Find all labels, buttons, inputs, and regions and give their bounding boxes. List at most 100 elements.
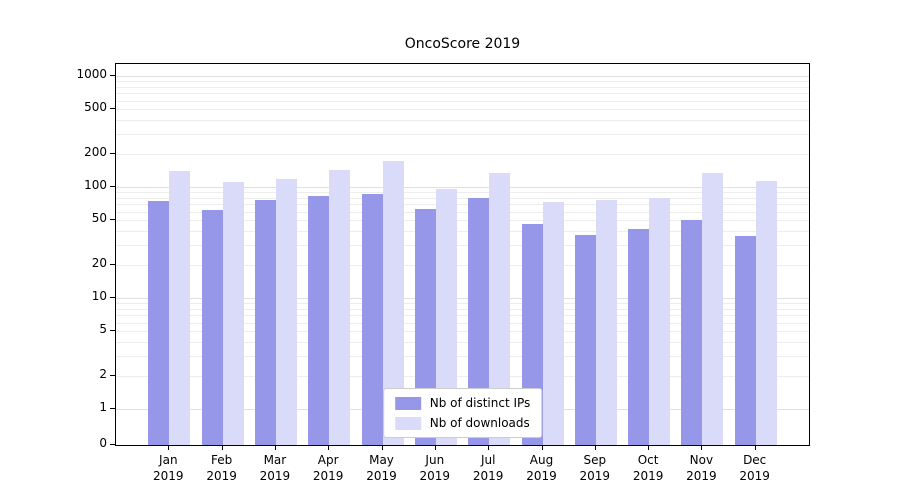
gridline (116, 308, 809, 310)
x-label-year: 2019 (206, 469, 237, 484)
y-axis-tick (110, 186, 115, 187)
x-label-month: Apr (317, 453, 339, 467)
y-axis-tick (110, 75, 115, 76)
y-axis-tick (110, 152, 115, 154)
bar-downloads (702, 172, 724, 445)
x-axis-tick (648, 446, 650, 450)
x-axis-tick (328, 446, 330, 450)
y-axis-tick-label: 0 (99, 436, 107, 450)
y-axis-tick-label: 1 (99, 400, 107, 414)
x-label-year: 2019 (419, 469, 451, 484)
bar-distinct-ips (681, 219, 703, 445)
x-axis-tick (434, 446, 436, 450)
x-axis-tick-label: Oct 2019 (618, 452, 678, 484)
y-axis-tick (110, 219, 115, 221)
x-label-year: 2019 (366, 469, 397, 484)
bar-distinct-ips (574, 234, 596, 445)
bar-downloads (169, 170, 191, 445)
y-axis-tick-label: 20 (91, 255, 107, 270)
bar-downloads (542, 201, 564, 445)
legend-swatch-downloads (394, 416, 421, 430)
x-label-month: May (369, 453, 394, 467)
x-label-year: 2019 (686, 469, 717, 484)
x-axis-tick (221, 446, 223, 450)
legend: Nb of distinct IPs Nb of downloads (382, 388, 543, 438)
gridline (116, 187, 809, 188)
x-label-year: 2019 (632, 469, 664, 484)
gridline (116, 356, 809, 357)
legend-label-downloads: Nb of downloads (429, 416, 530, 430)
y-axis-tick-label: 10 (91, 289, 107, 303)
y-axis-tick (110, 263, 115, 265)
legend-item-downloads: Nb of downloads (394, 416, 531, 430)
y-axis-tick (110, 297, 115, 298)
x-axis-tick (488, 446, 490, 450)
x-label-year: 2019 (259, 469, 291, 484)
x-label-month: Feb (210, 453, 233, 467)
x-axis-tick (274, 446, 276, 450)
bar-distinct-ips (254, 200, 276, 445)
bar-distinct-ips (628, 228, 650, 445)
gridline (116, 204, 809, 206)
gridline (116, 93, 809, 95)
x-axis-tick-label: Dec 2019 (725, 452, 785, 484)
y-axis-tick (110, 108, 115, 110)
x-axis-tick-label: Aug 2019 (512, 452, 572, 484)
x-axis-tick-label: Feb 2019 (192, 452, 252, 484)
x-label-year: 2019 (579, 469, 611, 484)
x-label-year: 2019 (472, 469, 504, 484)
gridline (116, 231, 809, 233)
x-axis-tick-label: Jun 2019 (405, 452, 465, 484)
x-axis-tick-label: Apr 2019 (298, 452, 358, 484)
y-axis-tick-label: 1000 (76, 67, 107, 81)
x-label-month: Jul (480, 453, 496, 467)
bar-distinct-ips (308, 196, 330, 445)
bar-downloads (275, 179, 297, 445)
bar-distinct-ips (414, 209, 436, 445)
x-axis-tick (754, 446, 756, 450)
x-axis-tick (381, 446, 383, 450)
gridline (116, 245, 809, 246)
bar-downloads (329, 170, 351, 445)
x-label-year: 2019 (153, 469, 184, 484)
gridline (116, 211, 809, 213)
legend-label-distinct-ips: Nb of distinct IPs (429, 396, 531, 410)
y-axis-tick (110, 330, 115, 332)
gridline (116, 100, 809, 102)
x-axis-tick-label: Sep 2019 (565, 452, 625, 484)
gridline (116, 153, 809, 155)
x-axis-tick (701, 446, 703, 450)
legend-swatch-distinct-ips (394, 396, 421, 410)
bar-distinct-ips (201, 210, 223, 445)
gridline (116, 315, 809, 317)
y-axis-tick (110, 444, 115, 445)
x-axis-tick (541, 446, 543, 450)
x-axis-tick-label: May 2019 (352, 452, 412, 484)
x-axis-tick (168, 446, 170, 450)
plot-area: Nb of distinct IPs Nb of downloads (115, 63, 810, 446)
x-label-year: 2019 (739, 469, 770, 484)
x-label-month: Dec (743, 453, 767, 467)
gridline (116, 331, 809, 333)
y-axis-tick-label: 5 (99, 322, 107, 337)
y-axis-tick-label: 2 (99, 366, 107, 381)
gridline (116, 109, 809, 111)
gridline (116, 192, 809, 194)
x-label-month: Jun (425, 453, 445, 467)
bar-distinct-ips (361, 193, 383, 445)
x-label-month: Jan (159, 453, 178, 467)
bar-downloads (755, 181, 777, 445)
gridline (116, 120, 809, 122)
gridline (116, 81, 809, 83)
x-axis-tick (594, 446, 596, 450)
bar-downloads (382, 160, 404, 445)
y-axis-tick (110, 408, 115, 409)
x-label-month: Oct (637, 453, 659, 467)
bar-downloads (435, 189, 457, 445)
gridline (116, 220, 809, 222)
x-axis-tick-label: Jan 2019 (138, 452, 198, 484)
x-label-month: Aug (529, 453, 554, 467)
bar-distinct-ips (734, 236, 756, 445)
bar-downloads (649, 198, 671, 445)
